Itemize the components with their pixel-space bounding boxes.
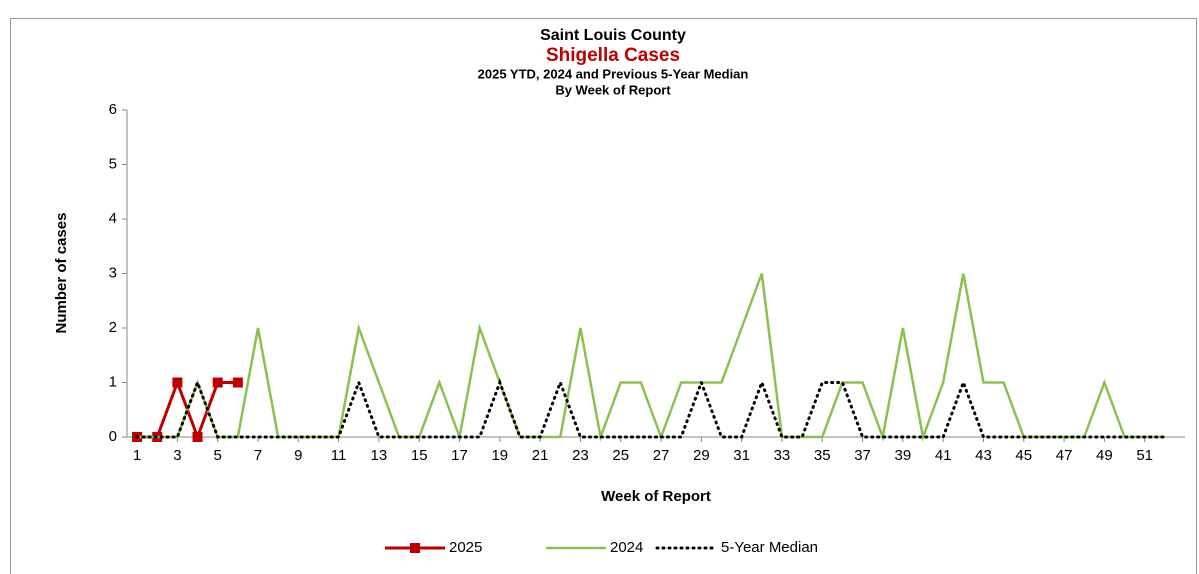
chart-border bbox=[10, 18, 1197, 574]
x-tick-label: 19 bbox=[491, 447, 508, 464]
point-marker bbox=[192, 432, 203, 442]
x-tick-label: 23 bbox=[572, 447, 589, 464]
y-tick-label: 4 bbox=[109, 210, 117, 227]
x-tick-label: 47 bbox=[1056, 447, 1073, 464]
x-tick-label: 17 bbox=[451, 447, 468, 464]
chart-title: Saint Louis County bbox=[540, 27, 686, 44]
x-tick-label: 31 bbox=[733, 447, 750, 464]
x-tick-label: 35 bbox=[814, 447, 831, 464]
series-line bbox=[137, 273, 1165, 442]
x-tick-label: 25 bbox=[612, 447, 629, 464]
x-tick-label: 7 bbox=[254, 447, 262, 464]
y-axis-label: Number of cases bbox=[53, 213, 70, 334]
x-tick-label: 1 bbox=[133, 447, 141, 464]
series-line bbox=[135, 378, 1167, 439]
x-tick-label: 15 bbox=[411, 447, 428, 464]
point-marker bbox=[212, 377, 223, 388]
x-tick-label: 49 bbox=[1096, 447, 1113, 464]
y-tick-label: 3 bbox=[109, 264, 117, 281]
chart-subtitle: Shigella Cases bbox=[546, 45, 680, 66]
chart-subtitle: By Week of Report bbox=[555, 82, 671, 97]
x-tick-label: 21 bbox=[532, 447, 549, 464]
point-marker bbox=[232, 377, 243, 388]
x-tick-label: 29 bbox=[693, 447, 710, 464]
x-tick-label: 13 bbox=[371, 447, 388, 464]
x-tick-label: 11 bbox=[331, 447, 347, 464]
x-tick-label: 27 bbox=[653, 447, 670, 464]
legend-label: 2025 bbox=[449, 539, 482, 556]
x-tick-label: 5 bbox=[214, 447, 222, 464]
x-tick-label: 41 bbox=[935, 447, 952, 464]
x-tick-label: 39 bbox=[895, 447, 912, 464]
legend-label: 5-Year Median bbox=[721, 539, 818, 556]
x-tick-label: 3 bbox=[173, 447, 181, 464]
x-tick-label: 33 bbox=[774, 447, 791, 464]
y-tick-label: 5 bbox=[109, 155, 117, 172]
x-tick-label: 43 bbox=[975, 447, 992, 464]
y-tick-label: 2 bbox=[109, 319, 117, 336]
x-axis-label: Week of Report bbox=[601, 488, 711, 505]
y-tick-label: 1 bbox=[109, 373, 117, 390]
x-tick-label: 45 bbox=[1015, 447, 1032, 464]
legend-marker bbox=[410, 543, 420, 553]
y-tick-label: 0 bbox=[109, 428, 117, 445]
x-tick-label: 37 bbox=[854, 447, 871, 464]
x-tick-label: 9 bbox=[294, 447, 302, 464]
legend-label: 2024 bbox=[610, 539, 643, 556]
y-tick-label: 6 bbox=[109, 101, 117, 118]
chart-subtitle: 2025 YTD, 2024 and Previous 5-Year Media… bbox=[478, 66, 749, 81]
x-tick-label: 51 bbox=[1136, 447, 1153, 464]
point-marker bbox=[172, 377, 183, 388]
